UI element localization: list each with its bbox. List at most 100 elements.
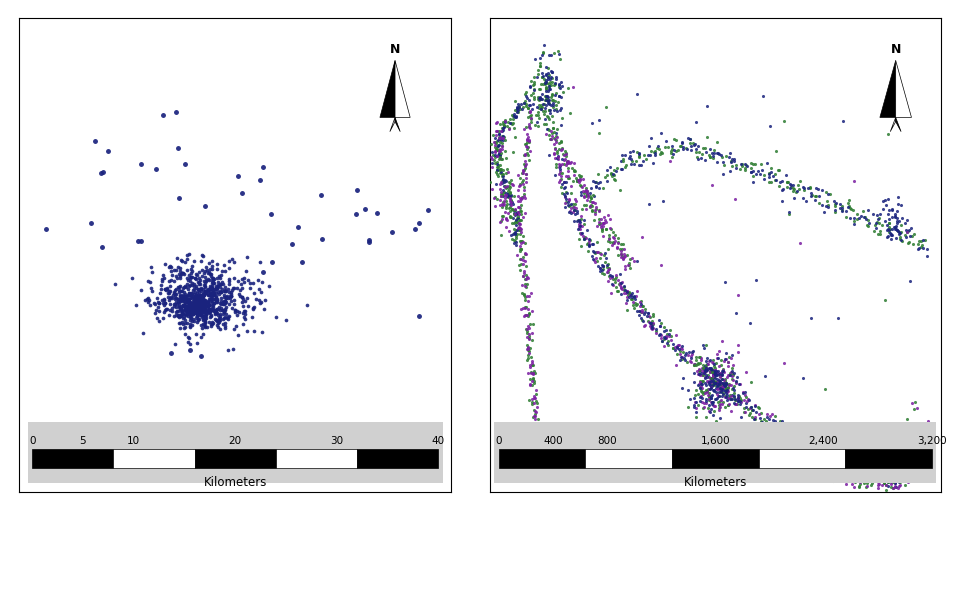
Point: [707, 372, 722, 382]
Point: [521, 137, 537, 146]
Bar: [498, 448, 586, 468]
Point: [697, 365, 712, 375]
Point: [705, 381, 720, 391]
Point: [707, 385, 722, 394]
Point: [731, 393, 746, 403]
Point: [142, 278, 157, 287]
Point: [179, 282, 194, 291]
Point: [775, 436, 790, 445]
Point: [184, 302, 200, 311]
Point: [726, 391, 741, 400]
Point: [200, 307, 215, 316]
Point: [706, 377, 721, 386]
Point: [794, 435, 809, 444]
Point: [537, 75, 552, 84]
Point: [723, 157, 738, 167]
Point: [692, 370, 708, 380]
Point: [607, 175, 622, 184]
Text: 20: 20: [228, 436, 242, 446]
Text: 10: 10: [127, 436, 140, 446]
Point: [643, 146, 659, 156]
Point: [851, 473, 866, 482]
Point: [692, 396, 708, 406]
Point: [245, 312, 260, 321]
Point: [839, 212, 854, 222]
Point: [674, 384, 689, 393]
Point: [876, 471, 892, 481]
Point: [488, 144, 503, 154]
Point: [660, 336, 676, 345]
Point: [534, 471, 549, 480]
Point: [202, 282, 217, 291]
Point: [216, 291, 231, 300]
Point: [816, 207, 831, 216]
Point: [581, 246, 596, 256]
Point: [493, 189, 509, 199]
Point: [822, 469, 837, 479]
Point: [626, 303, 641, 313]
Point: [523, 106, 539, 116]
Point: [531, 449, 546, 458]
Point: [759, 409, 775, 419]
Point: [560, 84, 575, 93]
Point: [550, 152, 565, 161]
Point: [198, 302, 213, 311]
Point: [734, 160, 750, 169]
Point: [834, 458, 850, 467]
Point: [537, 474, 552, 484]
Point: [182, 302, 198, 312]
Point: [560, 158, 575, 168]
Point: [537, 100, 552, 109]
Point: [856, 213, 872, 222]
Point: [871, 479, 886, 489]
Point: [702, 364, 717, 373]
Point: [737, 163, 753, 173]
Point: [171, 283, 186, 292]
Point: [221, 279, 236, 288]
Point: [709, 376, 725, 385]
Point: [525, 412, 540, 422]
Point: [850, 476, 865, 486]
Point: [686, 368, 702, 378]
Point: [524, 306, 540, 315]
Point: [526, 393, 541, 402]
Point: [815, 460, 830, 470]
Point: [489, 119, 504, 128]
Point: [780, 444, 795, 454]
Point: [792, 434, 807, 444]
Point: [225, 303, 240, 313]
Point: [156, 313, 171, 323]
Point: [184, 307, 200, 317]
Point: [177, 306, 192, 315]
Point: [224, 291, 239, 300]
Point: [862, 464, 877, 474]
Point: [670, 146, 685, 155]
Point: [704, 377, 719, 387]
Point: [713, 369, 729, 378]
Point: [643, 321, 659, 330]
Point: [492, 154, 507, 164]
Point: [490, 162, 505, 172]
Point: [619, 250, 635, 259]
Point: [631, 152, 646, 161]
Point: [619, 286, 635, 295]
Point: [509, 221, 524, 230]
Point: [169, 107, 184, 116]
Point: [631, 148, 646, 158]
Point: [246, 304, 261, 313]
Point: [828, 468, 844, 477]
Point: [698, 365, 713, 374]
Point: [696, 365, 711, 375]
Point: [512, 215, 527, 224]
Point: [212, 282, 228, 292]
Point: [202, 299, 217, 308]
Point: [651, 144, 666, 154]
Point: [876, 474, 891, 483]
Point: [657, 323, 672, 332]
Point: [922, 460, 937, 470]
Point: [543, 50, 559, 60]
Point: [521, 122, 537, 132]
Point: [614, 251, 630, 260]
Point: [518, 169, 534, 178]
Point: [545, 451, 561, 460]
